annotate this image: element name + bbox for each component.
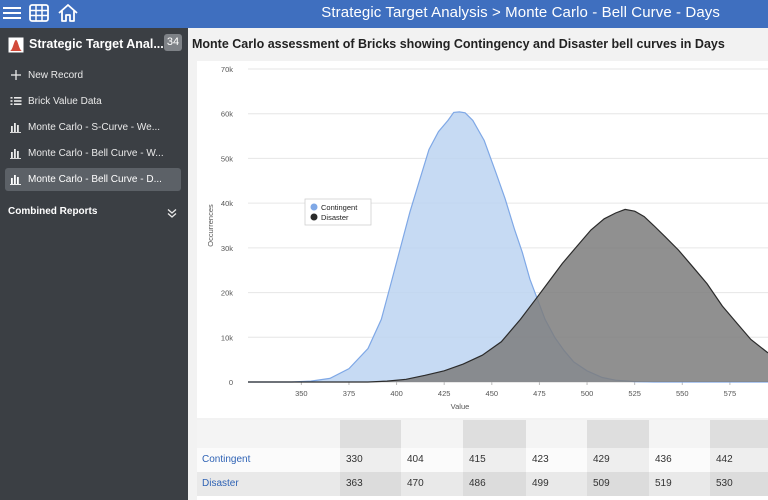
data-table: Contingent 330 404 415 423 429 436 442 Disaster 3… <box>197 420 768 500</box>
sidebar-item-label: Monte Carlo - S-Curve - We... <box>28 122 161 133</box>
sidebar-item-label: Monte Carlo - Bell Curve - W... <box>28 148 164 159</box>
bar-chart-icon <box>10 147 22 159</box>
table-header-cell <box>710 420 768 448</box>
sidebar-header[interactable]: Strategic Target Anal... 34 <box>0 28 188 62</box>
combined-reports-header[interactable]: Combined Reports <box>8 206 98 217</box>
table-cell: 509 <box>587 472 649 496</box>
table-cell: 499 <box>532 478 549 489</box>
table-cell: 423 <box>532 454 549 465</box>
bar-chart-icon <box>10 121 22 133</box>
y-axis-label: Occurrences <box>206 204 215 247</box>
legend-marker-disaster <box>310 213 318 221</box>
table-row-label[interactable]: Contingent <box>202 454 251 465</box>
x-tick-label: 575 <box>724 389 737 398</box>
main-content: Monte Carlo assessment of Bricks showing… <box>188 28 768 500</box>
plus-icon <box>10 69 22 81</box>
table-cell: 442 <box>710 448 768 472</box>
record-count-badge: 34 <box>164 34 182 51</box>
x-tick-label: 450 <box>486 389 499 398</box>
bell-curve-chart: 0 10k 20k 30k 40k 50k 60k 70k 350 375 400 425 450 475… <box>206 65 768 411</box>
table-cell: 404 <box>407 454 424 465</box>
double-chevron-down-icon[interactable] <box>166 206 178 218</box>
sidebar-item-label: New Record <box>28 70 84 81</box>
table-cell: 436 <box>655 454 672 465</box>
y-tick-label: 60k <box>221 110 233 119</box>
hamburger-menu-icon[interactable] <box>3 2 21 24</box>
x-tick-label: 500 <box>581 389 594 398</box>
table-header-cell <box>340 420 401 448</box>
sidebar-item-brick-value-data[interactable]: Brick Value Data <box>5 90 181 113</box>
list-icon <box>10 95 22 107</box>
grid-icon[interactable] <box>29 2 49 24</box>
y-tick-label: 20k <box>221 289 233 298</box>
y-tick-label: 0 <box>229 378 233 387</box>
table-cell: 519 <box>655 478 672 489</box>
series-area-disaster <box>248 209 768 382</box>
sidebar: Strategic Target Anal... 34 New Record B… <box>0 28 188 500</box>
page-breadcrumb: Strategic Target Analysis > Monte Carlo … <box>321 4 720 21</box>
table-cell: 363 <box>340 472 401 496</box>
sidebar-item-bell-curve-weeks[interactable]: Monte Carlo - Bell Curve - W... <box>5 142 181 165</box>
x-tick-label: 400 <box>390 389 403 398</box>
table-header-cell <box>649 420 710 448</box>
x-tick-label: 425 <box>438 389 451 398</box>
table-header-cell <box>526 420 587 448</box>
table-cell: 415 <box>463 448 526 472</box>
chart-card: 0 10k 20k 30k 40k 50k 60k 70k 350 375 400 425 450 475… <box>197 61 768 418</box>
y-tick-label: 40k <box>221 199 233 208</box>
legend-marker-contingent <box>310 203 318 211</box>
sidebar-item-s-curve-weeks[interactable]: Monte Carlo - S-Curve - We... <box>5 116 181 139</box>
series-line-disaster <box>248 208 768 383</box>
x-tick-label: 525 <box>628 389 641 398</box>
legend-box <box>304 198 372 226</box>
sidebar-item-label: Monte Carlo - Bell Curve - D... <box>28 174 162 185</box>
table-header-cell <box>463 420 526 448</box>
x-tick-label: 550 <box>676 389 689 398</box>
table-header-cell <box>587 420 649 448</box>
y-tick-label: 50k <box>221 154 233 163</box>
top-bar: Strategic Target Analysis > Monte Carlo … <box>0 0 768 28</box>
x-tick-label: 475 <box>533 389 546 398</box>
legend-label-contingent: Contingent <box>321 203 358 212</box>
legend-label-disaster: Disaster <box>321 213 349 222</box>
table-header-cell <box>197 420 340 448</box>
table-cell: 470 <box>407 478 424 489</box>
table-header-cell <box>401 420 463 448</box>
series-area-contingent <box>248 111 768 383</box>
home-icon[interactable] <box>57 2 79 24</box>
table-cell: 330 <box>340 448 401 472</box>
table-cell: 486 <box>463 472 526 496</box>
sidebar-item-bell-curve-days[interactable]: Monte Carlo - Bell Curve - D... <box>5 168 181 191</box>
sidebar-item-label: Brick Value Data <box>28 96 102 107</box>
app-title: Strategic Target Anal... <box>29 37 164 51</box>
page-title: Monte Carlo assessment of Bricks showing… <box>192 37 725 51</box>
table-cell: 530 <box>710 472 768 496</box>
y-tick-label: 70k <box>221 65 233 74</box>
x-tick-label: 375 <box>343 389 356 398</box>
table-cell: 429 <box>587 448 649 472</box>
bar-chart-icon <box>10 173 22 185</box>
app-logo-icon <box>8 37 24 53</box>
sidebar-item-new-record[interactable]: New Record <box>5 64 181 87</box>
x-tick-label: 350 <box>295 389 308 398</box>
table-row-label[interactable]: Disaster <box>202 478 239 489</box>
x-axis-label: Value <box>451 402 470 411</box>
y-tick-label: 10k <box>221 333 233 342</box>
y-tick-label: 30k <box>221 244 233 253</box>
